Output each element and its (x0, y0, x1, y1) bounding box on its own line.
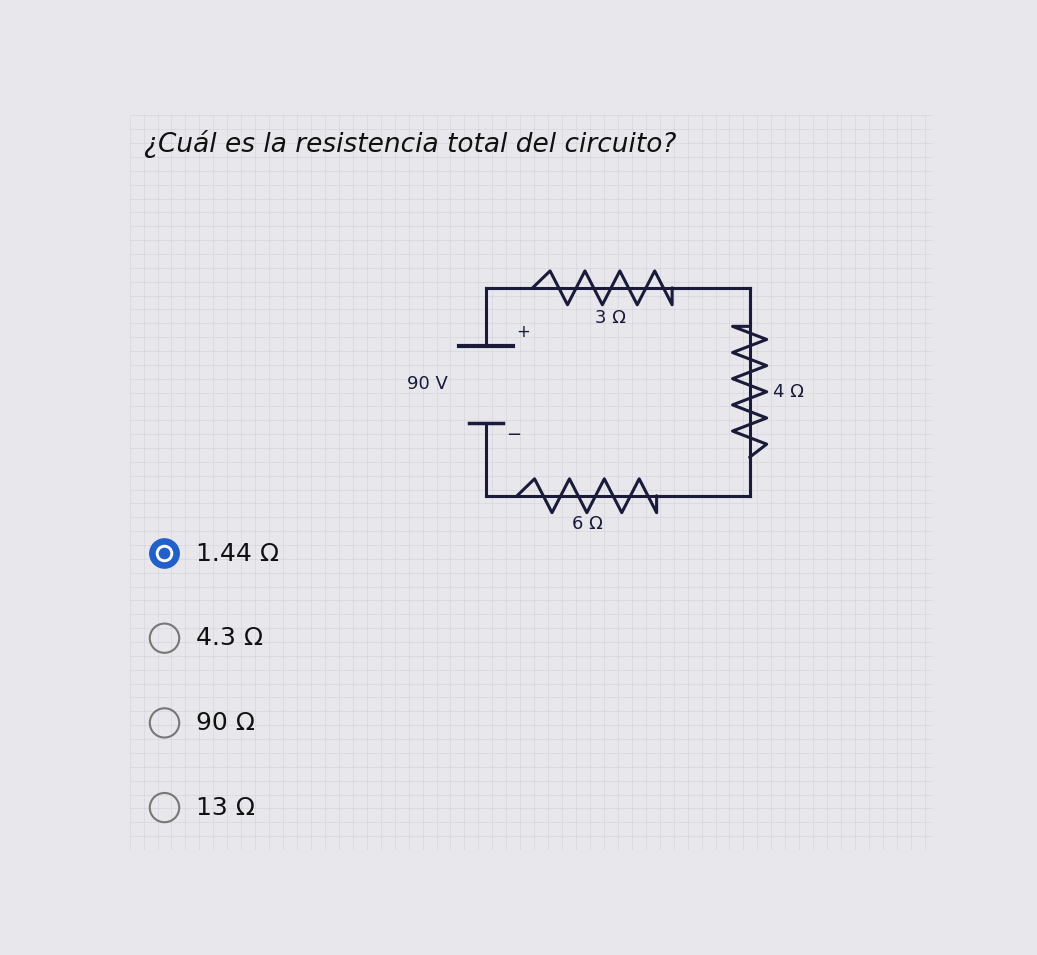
Text: ¿Cuál es la resistencia total del circuito?: ¿Cuál es la resistencia total del circui… (143, 130, 676, 158)
Text: 6 Ω: 6 Ω (571, 515, 602, 533)
Text: 4.3 Ω: 4.3 Ω (196, 626, 263, 650)
Text: 3 Ω: 3 Ω (594, 309, 625, 328)
Text: 90 Ω: 90 Ω (196, 711, 255, 735)
Circle shape (160, 548, 170, 559)
Text: 1.44 Ω: 1.44 Ω (196, 541, 279, 565)
Circle shape (149, 539, 179, 568)
Text: 13 Ω: 13 Ω (196, 796, 255, 819)
Circle shape (157, 545, 172, 562)
Text: 4 Ω: 4 Ω (773, 383, 804, 401)
Text: +: + (516, 323, 530, 341)
Text: −: − (506, 427, 522, 444)
Text: 90 V: 90 V (407, 375, 447, 393)
